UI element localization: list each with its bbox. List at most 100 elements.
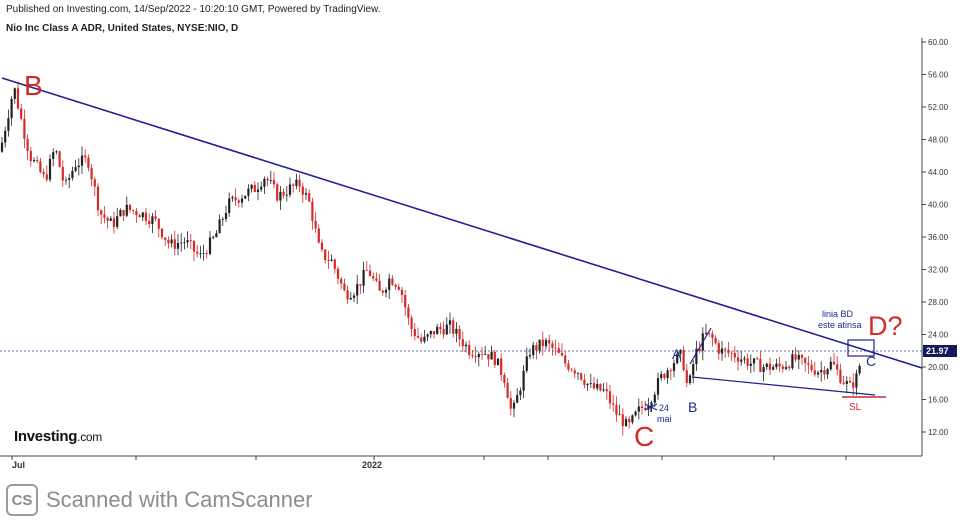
candle-body <box>832 361 836 365</box>
candle-body <box>397 286 400 290</box>
candle-body <box>605 389 608 392</box>
candle-body <box>320 242 324 250</box>
candle-body <box>106 217 109 221</box>
candle-body <box>445 324 448 335</box>
candle-body <box>48 158 52 180</box>
candle-body <box>42 172 45 175</box>
candle-body <box>484 354 487 355</box>
candle-body <box>160 228 164 238</box>
candle-body <box>682 349 685 371</box>
camscanner-text: Scanned with CamScanner <box>46 487 313 512</box>
candle-body <box>852 382 855 388</box>
candle-body <box>247 188 250 196</box>
candle-body <box>282 191 285 196</box>
candle-body <box>285 194 288 196</box>
candle-body <box>103 214 106 218</box>
candle-body <box>804 357 807 363</box>
candle-body <box>250 184 253 189</box>
candle-body <box>749 363 752 366</box>
candle-body <box>352 295 356 298</box>
candle-body <box>154 216 157 219</box>
candle-body <box>791 354 794 369</box>
candle-body <box>346 290 349 300</box>
candle-body <box>58 151 61 167</box>
candle-body <box>301 186 304 195</box>
candle-body <box>775 363 778 368</box>
candle-body <box>727 349 730 353</box>
candle-body <box>528 354 532 357</box>
candle-body <box>452 320 455 334</box>
candle-body <box>500 358 503 376</box>
candle-body <box>416 336 420 338</box>
candle-body <box>679 349 682 354</box>
candle-body <box>800 354 804 358</box>
candle-body <box>823 370 826 375</box>
candle-body <box>7 118 10 131</box>
candle-body <box>151 216 154 224</box>
candle-body <box>560 352 564 356</box>
candle-body <box>714 338 717 344</box>
candle-body <box>474 356 477 358</box>
wave-label-big-c: C <box>634 421 654 452</box>
candle-body <box>317 228 320 243</box>
candle-body <box>74 167 77 171</box>
note-linia-bd: linia BD <box>822 309 854 319</box>
candle-body <box>112 218 116 227</box>
candle-body <box>324 249 327 261</box>
candle-body <box>333 259 336 269</box>
candle-body <box>228 198 231 213</box>
candle-body <box>762 367 765 373</box>
candle-body <box>756 358 759 360</box>
candle-body <box>644 407 647 410</box>
candle-body <box>535 345 538 351</box>
candle-body <box>432 331 436 335</box>
candle-body <box>84 155 87 158</box>
candle-body <box>436 326 439 335</box>
candle-body <box>660 374 663 379</box>
candle-body <box>653 394 656 403</box>
candle-body <box>672 363 676 372</box>
candle-body <box>359 284 362 286</box>
note-sl: SL <box>849 402 862 413</box>
candle-body <box>234 197 237 201</box>
note-este-atinsa: este atinsa <box>818 320 862 330</box>
candle-body <box>592 383 596 389</box>
candle-body <box>138 215 141 218</box>
candle-body <box>199 253 202 255</box>
candle-body <box>487 354 490 360</box>
candle-body <box>772 367 775 370</box>
candle-body <box>621 414 624 427</box>
candle-body <box>362 269 365 286</box>
candle-body <box>704 332 708 334</box>
candle-body <box>845 380 848 384</box>
candle-body <box>128 204 132 210</box>
candle-body <box>698 348 701 351</box>
candle-body <box>720 348 724 354</box>
candle-body <box>55 151 58 153</box>
candle-body <box>752 358 756 364</box>
candle-body <box>820 370 823 373</box>
candle-body <box>132 209 135 211</box>
candle-body <box>221 218 224 220</box>
candle-body <box>589 383 592 384</box>
candle-body <box>256 189 260 192</box>
candle-body <box>848 380 852 383</box>
candle-body <box>516 395 519 403</box>
y-tick-label: 52.00 <box>928 103 949 112</box>
y-tick-label: 48.00 <box>928 136 949 145</box>
candle-body <box>391 278 394 285</box>
candle-body <box>394 284 397 287</box>
candle-body <box>269 180 272 181</box>
candle-body <box>564 355 567 364</box>
candle-body <box>586 383 589 385</box>
candle-body <box>464 344 468 347</box>
candle-body <box>736 357 740 362</box>
candle-body <box>340 278 343 284</box>
candle-body <box>631 415 634 423</box>
candle-body <box>100 210 103 215</box>
candle-body <box>186 240 189 243</box>
candle-body <box>32 160 36 162</box>
candle-body <box>205 253 208 254</box>
candle-body <box>429 331 432 335</box>
